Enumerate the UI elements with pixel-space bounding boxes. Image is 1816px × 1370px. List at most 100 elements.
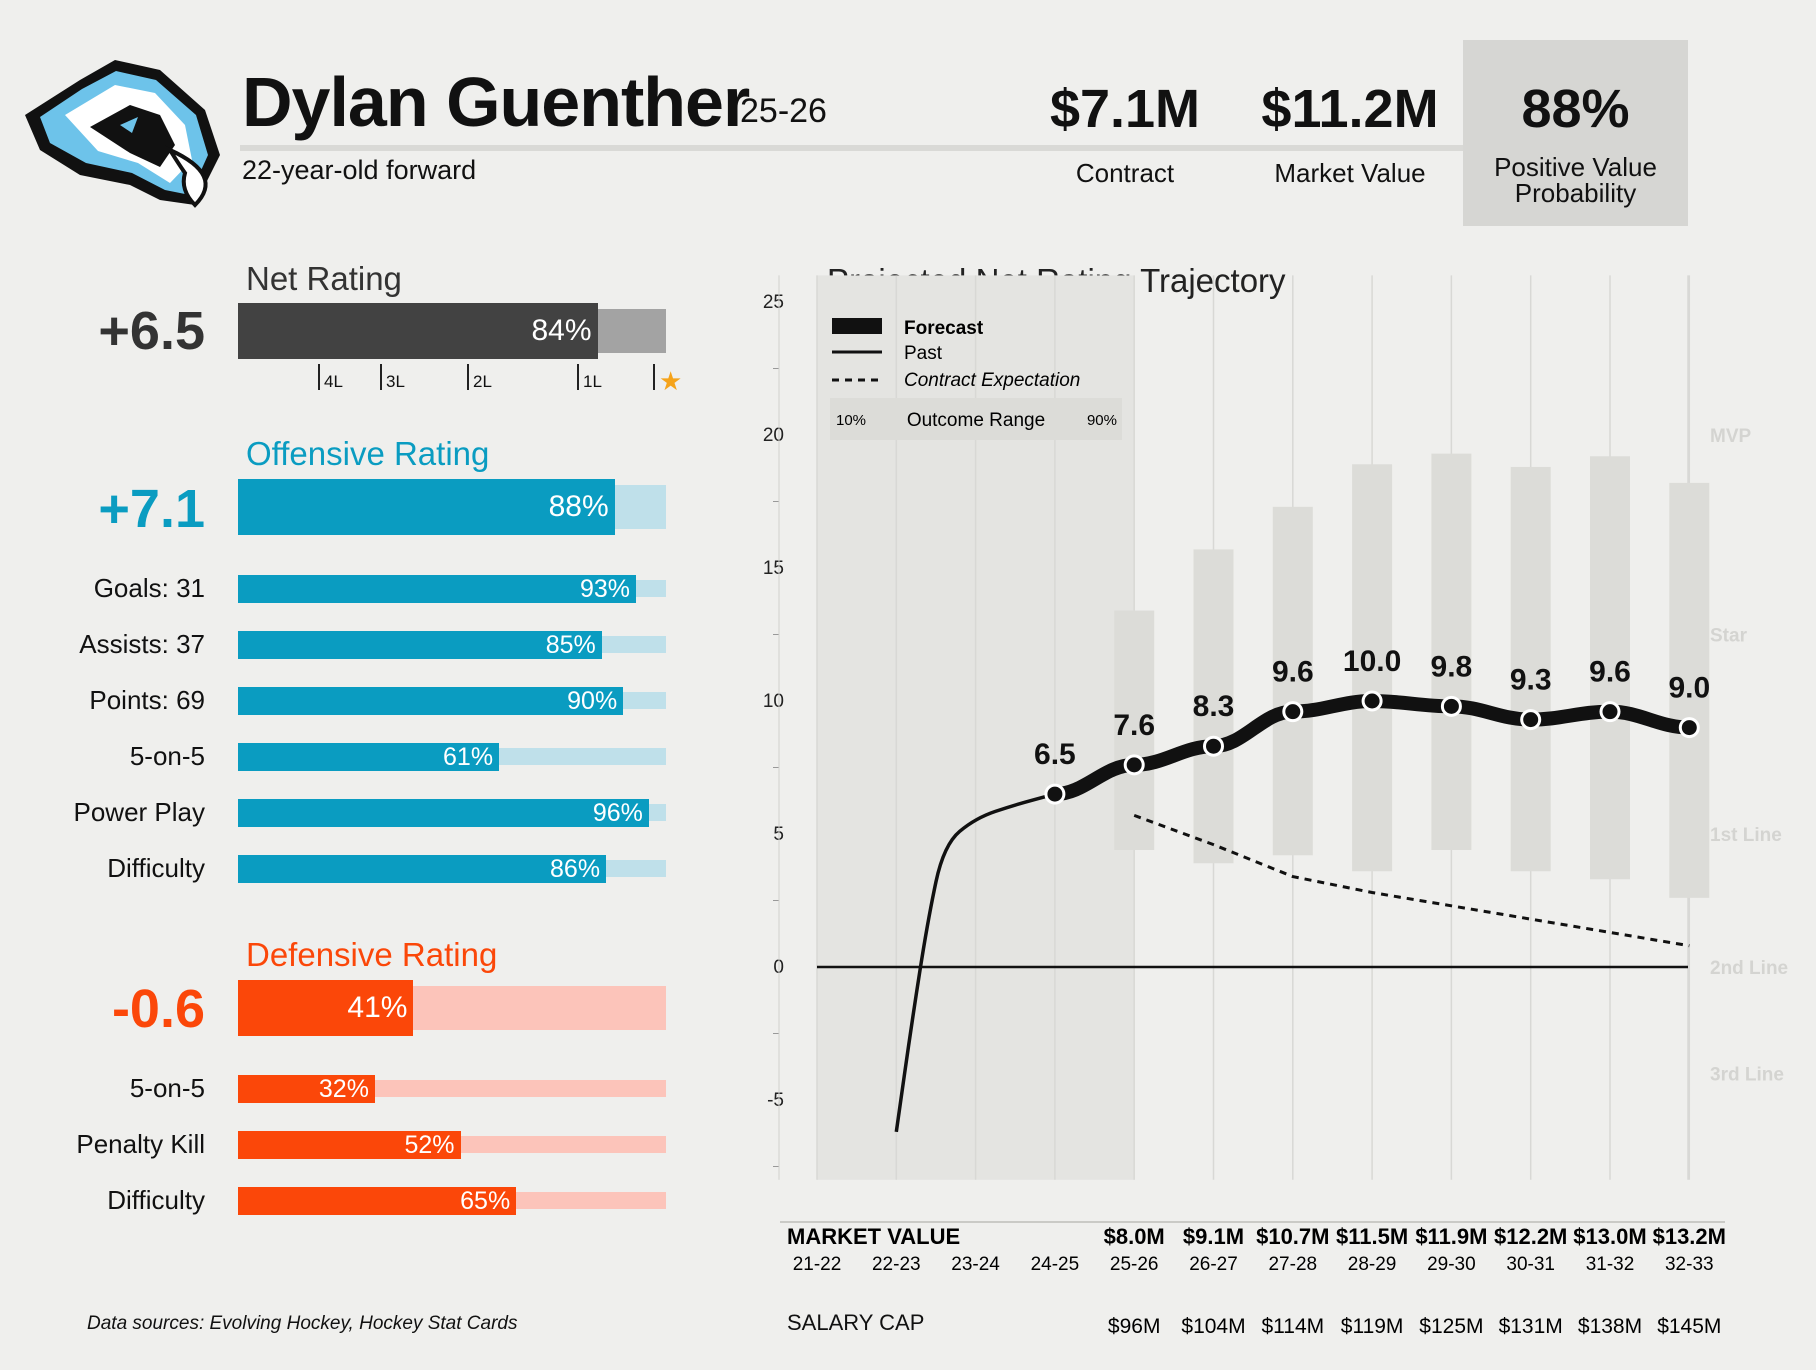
net-rating-title: Net Rating bbox=[246, 260, 402, 297]
defense-row-bar-fill bbox=[238, 1075, 375, 1103]
offense-row-pct: 90% bbox=[567, 686, 618, 715]
star-icon: ★ bbox=[659, 366, 683, 396]
offense-row-label: Power Play bbox=[73, 797, 206, 827]
y-tick-label: 10 bbox=[763, 691, 784, 712]
season-label: 25-26 bbox=[740, 92, 827, 130]
tier-tick-1l bbox=[577, 364, 579, 390]
salary-cap-value: $114M bbox=[1261, 1315, 1324, 1338]
positive-value-probability-value: 88% bbox=[1521, 79, 1630, 139]
offense-row-bar-fill bbox=[238, 743, 500, 771]
legend-range-high: 90% bbox=[1087, 412, 1117, 429]
outcome-range-bar bbox=[1114, 610, 1155, 850]
tier-tick-4l bbox=[318, 364, 320, 390]
offense-row-bar: 96% bbox=[238, 799, 666, 827]
forecast-point bbox=[1123, 754, 1145, 776]
season-tick-label: 26-27 bbox=[1189, 1254, 1238, 1275]
outcome-range-bar bbox=[1352, 464, 1393, 872]
offense-row-pct: 61% bbox=[443, 742, 494, 771]
defensive-rating-title: Defensive Rating bbox=[246, 936, 498, 973]
market-value-label: $11.5M bbox=[1336, 1224, 1408, 1249]
offense-row-bar: 86% bbox=[238, 855, 666, 883]
defense-row-pct: 52% bbox=[404, 1130, 455, 1159]
tier-label: Star bbox=[1710, 626, 1748, 647]
offensive-rating-bar: 88% bbox=[238, 479, 666, 535]
player-name: Dylan Guenther bbox=[242, 63, 750, 141]
market-value-label: $12.2M bbox=[1494, 1224, 1567, 1249]
data-source-note: Data sources: Evolving Hockey, Hockey St… bbox=[87, 1313, 518, 1334]
season-tick-label: 31-32 bbox=[1586, 1254, 1635, 1275]
player-subtitle: 22-year-old forward bbox=[242, 155, 477, 185]
contract-expectation-line bbox=[1133, 813, 1690, 948]
defense-row-bar: 65% bbox=[238, 1187, 666, 1215]
season-tick-label: 28-29 bbox=[1348, 1254, 1397, 1275]
net-rating-value: +6.5 bbox=[98, 301, 205, 361]
legend-contract-label: Contract Expectation bbox=[904, 370, 1080, 391]
market-value-label: $8.0M bbox=[1104, 1224, 1165, 1249]
forecast-data-label: 9.3 bbox=[1510, 664, 1552, 697]
offensive-rating-bar-fill bbox=[238, 479, 615, 535]
defense-row-bar: 32% bbox=[238, 1075, 666, 1103]
legend-range-swatch bbox=[830, 398, 1122, 440]
tier-tick-star bbox=[653, 364, 655, 390]
chart-legend: Forecast Past Contract Expectation 10% Outco… bbox=[830, 318, 1122, 440]
market-value-label: Market Value bbox=[1274, 158, 1426, 188]
offense-row-label: Assists: 37 bbox=[79, 629, 205, 659]
outcome-range-bar bbox=[1431, 453, 1472, 850]
offense-row-pct: 86% bbox=[550, 854, 601, 883]
forecast-data-label: 9.6 bbox=[1589, 656, 1631, 689]
forecast-data-label: 7.6 bbox=[1113, 709, 1155, 742]
forecast-point bbox=[1440, 695, 1462, 717]
market-value-label: $13.0M bbox=[1573, 1224, 1646, 1249]
tier-label: MVP bbox=[1710, 426, 1752, 447]
market-value-label: $10.7M bbox=[1256, 1224, 1329, 1249]
offense-row-bar: 90% bbox=[238, 687, 666, 715]
legend-forecast-swatch bbox=[832, 318, 882, 334]
defense-row-bar: 52% bbox=[238, 1131, 666, 1159]
positive-value-probability-label-2: Probability bbox=[1514, 178, 1637, 208]
market-value: $11.2M bbox=[1261, 79, 1439, 139]
tier-label: 2nd Line bbox=[1710, 958, 1788, 979]
salary-cap-value: $125M bbox=[1419, 1315, 1483, 1338]
market-value-label: $13.2M bbox=[1653, 1224, 1726, 1249]
header-divider bbox=[240, 145, 1465, 151]
tier-label: 3rd Line bbox=[1710, 1064, 1784, 1085]
net-rating-bar-fill bbox=[238, 303, 598, 359]
defensive-rating-pct: 41% bbox=[347, 991, 408, 1024]
forecast-point bbox=[1520, 709, 1542, 731]
offensive-rating-value: +7.1 bbox=[98, 479, 205, 539]
offense-row-label: Difficulty bbox=[107, 853, 205, 883]
team-logo-mammoth-icon bbox=[25, 60, 220, 208]
season-tick-label: 25-26 bbox=[1110, 1254, 1159, 1275]
defense-row-pct: 65% bbox=[460, 1186, 511, 1215]
offense-row-pct: 85% bbox=[545, 630, 596, 659]
season-tick-label: 21-22 bbox=[793, 1254, 842, 1275]
forecast-data-label: 9.0 bbox=[1668, 672, 1710, 705]
forecast-point bbox=[1678, 717, 1700, 739]
salary-cap-value: $96M bbox=[1108, 1315, 1161, 1338]
offense-row-bar: 61% bbox=[238, 743, 666, 771]
tier-label: 1st Line bbox=[1710, 825, 1782, 846]
offense-row-label: 5-on-5 bbox=[129, 741, 205, 771]
forecast-data-label: 9.8 bbox=[1431, 650, 1473, 683]
salary-cap-value: $131M bbox=[1499, 1315, 1563, 1338]
positive-value-probability-box: 88% Positive Value Probability bbox=[1463, 40, 1688, 226]
market-value-label: $9.1M bbox=[1183, 1224, 1244, 1249]
legend-range-label: Outcome Range bbox=[907, 410, 1045, 431]
offense-row-bar-fill bbox=[238, 631, 602, 659]
forecast-point bbox=[1044, 783, 1066, 805]
positive-value-probability-label-1: Positive Value bbox=[1494, 152, 1657, 182]
forecast-point bbox=[1599, 701, 1621, 723]
outcome-range-bar bbox=[1272, 506, 1313, 856]
market-value-label: $11.9M bbox=[1415, 1224, 1487, 1249]
outcome-range-bar bbox=[1590, 456, 1630, 880]
defensive-rating-bar-fill bbox=[238, 980, 414, 1036]
offense-row-pct: 96% bbox=[592, 798, 643, 827]
forecast-point bbox=[1282, 701, 1304, 723]
offense-row-bar-fill bbox=[238, 575, 637, 603]
season-tick-label: 30-31 bbox=[1506, 1254, 1555, 1275]
net-rating-bar: 84% bbox=[238, 303, 666, 359]
salary-cap-value: $145M bbox=[1657, 1315, 1721, 1338]
defense-row-label: 5-on-5 bbox=[129, 1073, 205, 1103]
defense-row-label: Difficulty bbox=[107, 1185, 205, 1215]
